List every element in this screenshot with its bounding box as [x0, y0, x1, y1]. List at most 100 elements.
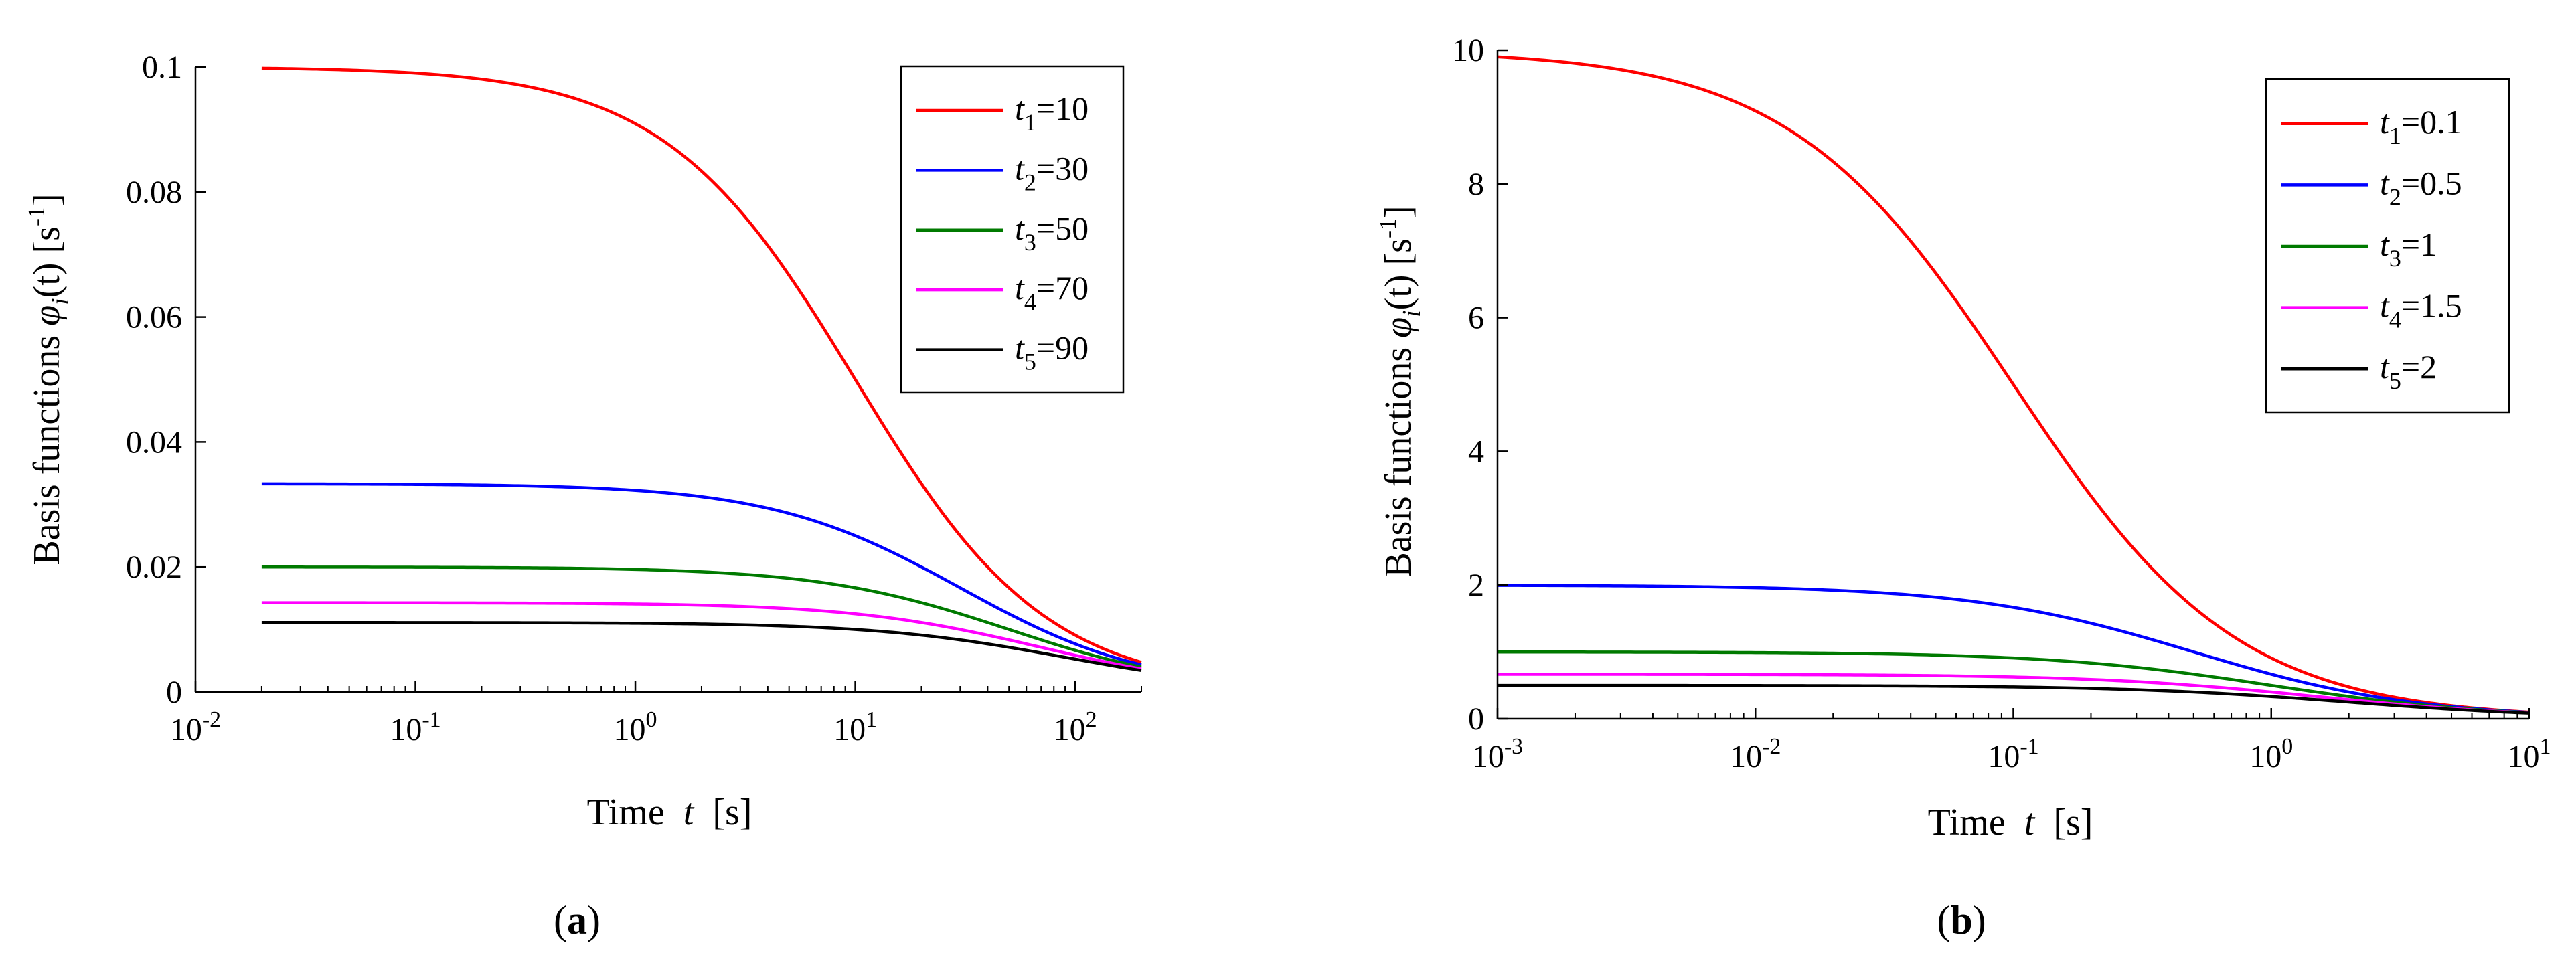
legend-label-4: t4=70	[1015, 269, 1089, 315]
legend-label-5: t5=2	[2380, 348, 2437, 394]
legend-label-2: t2=30	[1015, 149, 1089, 195]
legend-label-3: t3=50	[1015, 209, 1089, 256]
y-axis-label-arg: (t)	[1378, 274, 1419, 310]
series-line-5	[261, 621, 1142, 673]
panel-caption-letter: b	[1950, 898, 1972, 942]
x-tick-label: 100	[2249, 734, 2293, 774]
legend-label-value: =50	[1036, 209, 1089, 247]
x-tick-label: 10-2	[1730, 734, 1781, 774]
x-tick-label-base: 10	[1988, 739, 2020, 774]
y-axis-label-sub: i	[46, 298, 74, 305]
legend-label-4: t4=1.5	[2380, 287, 2462, 333]
x-tick-label-base: 10	[833, 712, 866, 748]
x-tick-label: 101	[833, 707, 877, 748]
legend-label-value: =30	[1036, 149, 1089, 187]
y-axis-label-sub: i	[1398, 310, 1426, 317]
y-tick-label: 0.02	[126, 549, 182, 585]
x-tick-label-base: 10	[614, 712, 646, 748]
legend-label-var: t	[2380, 164, 2390, 201]
legend-label-value: =1.5	[2401, 287, 2462, 325]
series-line-3	[261, 566, 1142, 669]
y-axis-label-prefix: Basis functions	[26, 335, 68, 566]
series-line-2	[261, 482, 1142, 667]
legend-label-sub: 2	[2389, 183, 2401, 210]
legend-label-sub: 3	[1024, 229, 1036, 256]
x-tick-label: 10-3	[1472, 734, 1523, 774]
series-line-4	[1497, 673, 2530, 715]
panel-caption: (a)	[554, 898, 600, 942]
x-axis-label-space	[665, 792, 683, 833]
x-axis-label-prefix: Time	[587, 792, 665, 833]
legend-label-1: t1=10	[1015, 90, 1089, 136]
x-axis-label-space	[2034, 802, 2053, 843]
y-tick-label: 0.04	[126, 424, 182, 460]
x-axis-label-var: t	[2024, 802, 2036, 843]
legend-label-value: =0.5	[2401, 164, 2462, 201]
series-line-1	[1497, 55, 2530, 714]
y-axis-label-space	[1378, 338, 1419, 347]
legend-label-2: t2=0.5	[2380, 164, 2462, 210]
legend-label-value: =70	[1036, 269, 1089, 307]
series-line-4	[261, 601, 1142, 671]
legend-label-var: t	[2380, 348, 2390, 385]
legend-label-var: t	[2380, 103, 2390, 141]
y-tick-label: 10	[1452, 33, 1484, 68]
x-tick-label-exp: 0	[2281, 734, 2293, 759]
y-axis-label-unit-sup: -1	[1374, 218, 1401, 238]
legend-label-sub: 1	[2389, 122, 2401, 149]
x-tick-label-base: 10	[170, 712, 202, 748]
y-axis-label-space	[26, 326, 68, 335]
x-tick-label-base: 10	[2508, 739, 2540, 774]
series-line-5	[1497, 683, 2530, 715]
y-axis-label-prefix: Basis functions	[1378, 347, 1419, 578]
y-axis-label-unit: [s	[1378, 238, 1419, 265]
y-tick-label: 6	[1468, 300, 1484, 336]
y-axis-label-arg: (t)	[26, 262, 68, 298]
legend: t1=0.1t2=0.5t3=1t4=1.5t5=2	[2265, 78, 2510, 414]
y-axis-label: Basis functions φi(t) [s-1]	[1374, 205, 1426, 577]
legend-label-sub: 1	[1024, 109, 1036, 136]
y-axis-label-var: φ	[26, 305, 68, 326]
x-tick-label-exp: -1	[2020, 734, 2038, 759]
legend-label-sub: 5	[1024, 349, 1036, 375]
legend-label-5: t5=90	[1015, 329, 1089, 375]
legend-label-1: t1=0.1	[2380, 103, 2462, 149]
legend-label-value: =2	[2401, 348, 2437, 385]
y-tick-label: 8	[1468, 167, 1484, 202]
x-tick-label: 101	[2508, 734, 2551, 774]
legend-label-value: =1	[2401, 226, 2437, 263]
x-axis-label-space	[2006, 802, 2024, 843]
x-tick-label: 10-1	[1988, 734, 2038, 774]
series-line-1	[261, 66, 1142, 664]
x-tick-label-exp: 2	[1086, 707, 1097, 732]
legend-label-3: t3=1	[2380, 226, 2437, 272]
x-axis-label: Time t [s]	[1928, 802, 2093, 843]
y-axis-label-unit-close: ]	[26, 193, 68, 206]
y-axis-label-unit: [s	[26, 226, 68, 253]
legend-label-var: t	[1015, 269, 1025, 307]
panel-caption-open: (	[554, 898, 567, 942]
y-tick-label: 0.08	[126, 175, 182, 210]
x-tick-label-exp: -1	[422, 707, 440, 732]
legend-label-sub: 4	[2389, 307, 2401, 333]
y-tick-label: 0	[166, 675, 182, 710]
y-axis-label: Basis functions φi(t) [s-1]	[23, 193, 74, 565]
panel-caption: (b)	[1937, 898, 1986, 942]
panel-caption-letter: a	[567, 898, 587, 942]
legend-label-var: t	[2380, 287, 2390, 325]
x-tick-label-base: 10	[2249, 739, 2281, 774]
legend-label-var: t	[2380, 226, 2390, 263]
legend-label-sub: 5	[2389, 367, 2401, 394]
x-axis-label-unit: [s]	[712, 792, 752, 833]
legend-label-sub: 4	[1024, 288, 1036, 315]
legend-label-var: t	[1015, 90, 1025, 127]
x-axis-label-var: t	[683, 792, 695, 833]
y-tick-label: 0.06	[126, 300, 182, 335]
x-tick-label-base: 10	[390, 712, 422, 748]
x-tick-label: 10-1	[390, 707, 440, 748]
x-axis-label: Time t [s]	[587, 792, 752, 833]
panel-a: 00.020.040.060.080.110-2 10-1 100 101 102Tim…	[23, 50, 1142, 942]
panel-caption-close: )	[587, 898, 600, 942]
